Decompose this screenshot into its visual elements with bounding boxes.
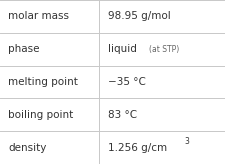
Text: liquid: liquid bbox=[108, 44, 137, 54]
Text: melting point: melting point bbox=[8, 77, 77, 87]
Text: 98.95 g/mol: 98.95 g/mol bbox=[108, 11, 171, 21]
Text: (at STP): (at STP) bbox=[148, 45, 179, 54]
Text: boiling point: boiling point bbox=[8, 110, 73, 120]
Text: 83 °C: 83 °C bbox=[108, 110, 137, 120]
Text: molar mass: molar mass bbox=[8, 11, 69, 21]
Text: 1.256 g/cm: 1.256 g/cm bbox=[108, 143, 167, 153]
Text: 3: 3 bbox=[184, 137, 189, 145]
Text: phase: phase bbox=[8, 44, 39, 54]
Text: −35 °C: −35 °C bbox=[108, 77, 146, 87]
Text: density: density bbox=[8, 143, 46, 153]
